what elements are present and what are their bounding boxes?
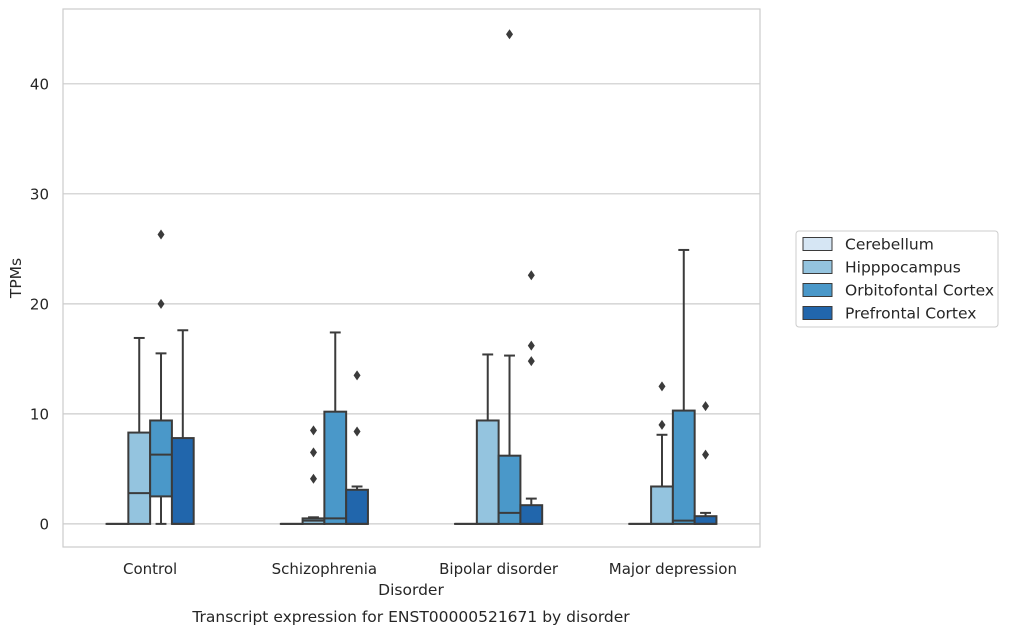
outlier-point xyxy=(353,426,361,437)
legend-label: Cerebellum xyxy=(845,236,934,254)
y-tick-labels: 0 10 20 30 40 xyxy=(30,75,49,533)
box-body xyxy=(127,431,152,525)
outlier-point xyxy=(157,298,165,309)
x-tick-label: Control xyxy=(123,560,177,578)
plot-area xyxy=(62,8,761,548)
outlier-point xyxy=(527,356,535,367)
outlier-point xyxy=(309,473,317,484)
box-body xyxy=(475,419,500,525)
outlier-point xyxy=(658,419,666,430)
box-3-2 xyxy=(519,270,544,525)
box-2-0 xyxy=(149,229,173,525)
box-3-3 xyxy=(693,401,718,525)
box-body xyxy=(693,515,718,525)
x-tick-label: Major depression xyxy=(609,560,737,578)
y-tick-label: 30 xyxy=(30,185,49,203)
box-1-3 xyxy=(650,381,674,525)
box-body xyxy=(650,485,674,525)
x-axis-label: Disorder xyxy=(378,581,444,599)
y-tick-label: 20 xyxy=(30,295,49,313)
box-body xyxy=(671,409,696,525)
outlier-point xyxy=(157,229,165,240)
plot-frame xyxy=(62,8,761,548)
outlier-point xyxy=(309,447,317,458)
box-1-1 xyxy=(301,425,326,525)
box-1-2 xyxy=(475,353,500,525)
y-tick-label: 40 xyxy=(30,75,49,93)
legend-label: Hipppocampus xyxy=(845,259,961,277)
legend-swatch xyxy=(802,306,833,320)
box-body xyxy=(497,454,522,525)
box-body xyxy=(323,410,348,525)
legend-label: Prefrontal Cortex xyxy=(845,305,976,323)
outlier-point xyxy=(527,340,535,351)
legend-label: Orbitofontal Cortex xyxy=(845,282,994,300)
outlier-point xyxy=(353,370,361,381)
box-3-0 xyxy=(170,329,195,525)
x-tick-label: Schizophrenia xyxy=(272,560,377,578)
outlier-point xyxy=(506,29,514,40)
box-groups xyxy=(105,29,718,525)
box-2-3 xyxy=(671,248,696,525)
y-tick-label: 10 xyxy=(30,405,49,423)
box-2-2 xyxy=(497,29,522,525)
legend: Cerebellum Hipppocampus Orbitofontal Corte… xyxy=(795,230,999,328)
x-tick-label: Bipolar disorder xyxy=(439,560,559,578)
box-2-1 xyxy=(323,331,348,525)
x-tick-labels: Control Schizophrenia Bipolar disorder Majo… xyxy=(123,560,737,578)
legend-swatch xyxy=(802,237,833,251)
box-body xyxy=(170,437,195,525)
figure-caption: Transcript expression for ENST0000052167… xyxy=(191,608,630,626)
outlier-point xyxy=(702,449,710,460)
y-axis-label: TPMs xyxy=(7,258,25,299)
legend-swatch xyxy=(802,283,833,297)
legend-entries: Cerebellum Hipppocampus Orbitofontal Corte… xyxy=(802,236,994,323)
legend-swatch xyxy=(802,260,833,274)
box-body xyxy=(345,488,369,525)
box-3-1 xyxy=(345,370,369,525)
outlier-point xyxy=(309,425,317,436)
y-tick-label: 0 xyxy=(39,515,49,533)
outlier-point xyxy=(527,270,535,281)
legend-frame xyxy=(795,230,999,328)
outlier-point xyxy=(658,381,666,392)
box-body xyxy=(519,504,544,525)
box-body xyxy=(149,419,173,498)
outlier-point xyxy=(702,401,710,412)
